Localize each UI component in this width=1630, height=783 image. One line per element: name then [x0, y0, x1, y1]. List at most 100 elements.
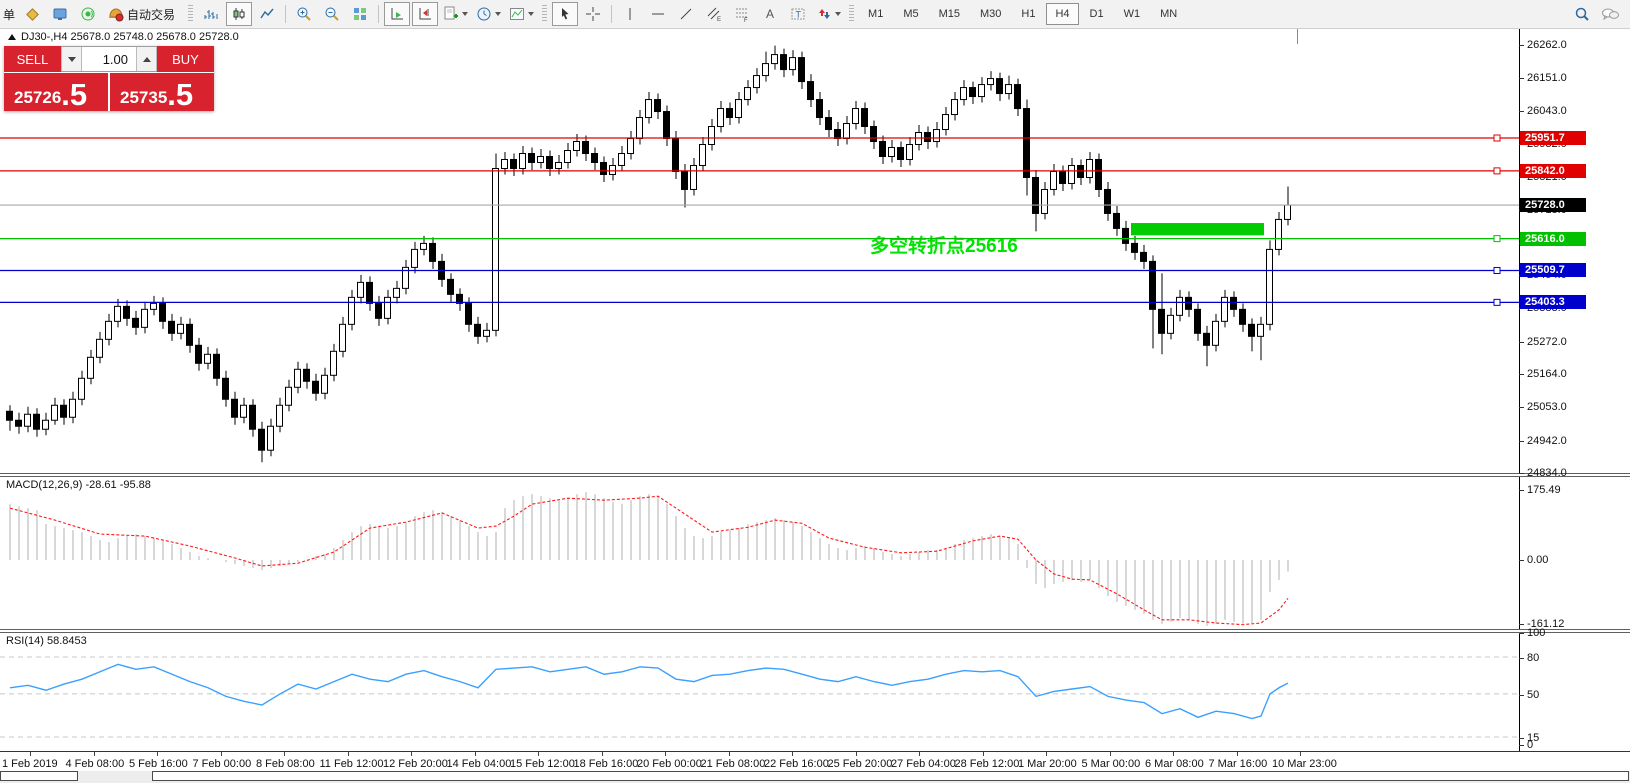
- timeframe-h4[interactable]: H4: [1046, 3, 1079, 25]
- time-axis-label: 1 Feb 2019: [2, 758, 58, 770]
- periods-button[interactable]: [473, 2, 504, 26]
- turning-point-annotation: 多空转折点25616: [870, 234, 1018, 257]
- zoom-in-icon[interactable]: [291, 2, 317, 26]
- price-axis-tick: 25272.0: [1519, 335, 1567, 348]
- time-axis-tick: [1109, 752, 1111, 756]
- signals-icon[interactable]: [75, 2, 101, 26]
- chart-shift-marker: [1297, 29, 1298, 44]
- sell-button[interactable]: SELL: [4, 46, 61, 72]
- timeframe-h1[interactable]: H1: [1021, 8, 1036, 20]
- timeframe-mn[interactable]: MN: [1160, 8, 1178, 20]
- time-axis-tick: [284, 752, 285, 756]
- one-click-trading-panel: SELL 1.00 BUY 25726 .5 25735 .5: [4, 46, 214, 111]
- rsi-pane-separator[interactable]: [0, 629, 1630, 633]
- toolbar-grip: [849, 5, 855, 23]
- time-axis-label: 7 Mar 16:00: [1208, 758, 1268, 770]
- rsi-axis-tick: 15: [1518, 732, 1540, 744]
- toolbar-separator: [611, 5, 613, 23]
- bar-chart-icon[interactable]: [198, 2, 224, 26]
- buy-price-main: 25735: [120, 88, 168, 107]
- rsi-label: RSI(14) 58.8453: [6, 635, 87, 647]
- add-indicator-icon: [444, 6, 459, 20]
- price-level-badge: 25403.3: [1520, 295, 1586, 310]
- timeframe-m15[interactable]: M15: [938, 8, 960, 20]
- crosshair-icon[interactable]: [580, 2, 606, 26]
- time-axis-label: 18 Feb 16:00: [573, 758, 639, 770]
- price-axis-tick: 26043.0: [1519, 104, 1567, 117]
- clock-icon: [477, 7, 491, 21]
- svg-text:A: A: [766, 7, 774, 21]
- candlestick-chart-icon[interactable]: [226, 2, 253, 26]
- volume-decrease-button[interactable]: [61, 47, 82, 71]
- new-order-icon[interactable]: [19, 2, 45, 26]
- toolbar-separator: [378, 5, 380, 23]
- cursor-icon[interactable]: [552, 2, 579, 26]
- chevron-down-icon: [835, 12, 842, 16]
- search-icon[interactable]: [1569, 2, 1595, 26]
- price-level-badge: 25951.7: [1520, 131, 1586, 145]
- time-axis-tick: [220, 752, 222, 756]
- horizontal-scrollbar[interactable]: [0, 771, 1630, 783]
- caret-down-icon: [67, 56, 76, 62]
- timeframe-w1[interactable]: W1: [1123, 8, 1141, 20]
- time-axis-tick: [728, 752, 730, 756]
- chat-icon[interactable]: [1597, 2, 1623, 26]
- chart-title: DJ30-,H4 25678.0 25748.0 25678.0 25728.0: [8, 31, 239, 43]
- price-level-badge: 25842.0: [1520, 163, 1586, 178]
- price-level-badge: 25509.7: [1520, 263, 1586, 278]
- market-watch-icon[interactable]: [47, 2, 73, 26]
- auto-trading-button[interactable]: 自动交易: [103, 2, 183, 26]
- timeframe-d1[interactable]: D1: [1089, 8, 1104, 20]
- buy-price-button[interactable]: 25735 .5: [110, 73, 214, 111]
- time-axis-label: 5 Feb 16:00: [129, 758, 188, 770]
- diamond-icon: [26, 8, 39, 21]
- line-chart-icon[interactable]: [254, 2, 280, 26]
- time-axis-tick: [919, 752, 920, 756]
- price-axis-tick: 25053.0: [1519, 401, 1567, 414]
- symbol-marker-icon: [8, 34, 16, 40]
- chart-shift-icon[interactable]: [412, 2, 439, 26]
- time-axis-tick: [982, 752, 984, 756]
- trendline-icon[interactable]: [673, 2, 699, 26]
- zoom-out-icon[interactable]: [319, 2, 345, 26]
- timeframe-m30[interactable]: M30: [980, 8, 1002, 20]
- fibonacci-icon[interactable]: F: [729, 2, 755, 26]
- svg-text:F: F: [744, 18, 748, 22]
- horizontal-line-icon[interactable]: [645, 2, 671, 26]
- scrollbar-thumb[interactable]: [152, 771, 1629, 781]
- timeframe-m1[interactable]: M1: [868, 8, 884, 20]
- sell-price-fraction: .5: [61, 76, 88, 112]
- auto-scroll-icon[interactable]: [384, 2, 411, 26]
- vertical-line-icon[interactable]: [617, 2, 643, 26]
- svg-text:T: T: [796, 10, 802, 20]
- volume-increase-button[interactable]: [136, 47, 157, 71]
- buy-price-fraction: .5: [167, 76, 194, 112]
- sell-price-button[interactable]: 25726 .5: [4, 73, 108, 111]
- time-axis-label: 10 Mar 23:00: [1272, 758, 1337, 770]
- equidistant-channel-icon[interactable]: E: [701, 2, 727, 26]
- price-axis-tick: 24834.0: [1519, 467, 1567, 479]
- indicators-button[interactable]: [440, 2, 471, 26]
- tile-windows-icon[interactable]: [347, 2, 373, 26]
- text-icon[interactable]: A: [757, 2, 783, 26]
- auto-trading-label: 自动交易: [127, 7, 176, 22]
- arrows-button[interactable]: [813, 2, 844, 26]
- text-label-icon[interactable]: T: [785, 2, 811, 26]
- time-axis-label: 12 Feb 20:00: [383, 758, 448, 770]
- time-axis-label: 21 Feb 08:00: [700, 758, 766, 770]
- speaker-icon: [81, 7, 95, 21]
- buy-button[interactable]: BUY: [157, 46, 214, 72]
- price-axis-tick: 26151.0: [1519, 72, 1567, 85]
- time-axis-label: 6 Mar 08:00: [1145, 758, 1204, 770]
- time-axis-tick: [30, 752, 31, 756]
- scrollbar-box[interactable]: [0, 771, 78, 781]
- macd-pane-separator[interactable]: [0, 473, 1630, 477]
- volume-input[interactable]: 1.00: [82, 47, 136, 71]
- time-axis-tick: [157, 752, 158, 756]
- templates-button[interactable]: [506, 2, 537, 26]
- orders-menu-label[interactable]: 单: [3, 7, 16, 22]
- time-axis-label: 1 Mar 20:00: [1018, 758, 1077, 770]
- timeframe-m5[interactable]: M5: [903, 8, 919, 20]
- time-axis-label: 20 Feb 00:00: [637, 758, 702, 770]
